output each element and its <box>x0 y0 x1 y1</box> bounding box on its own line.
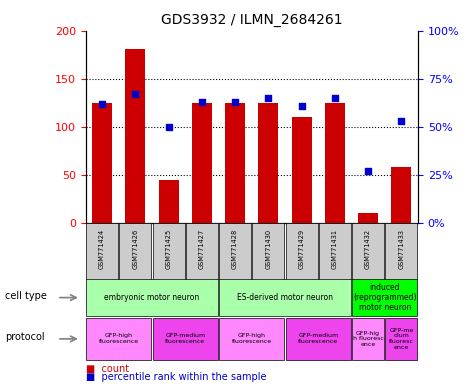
Point <box>132 91 139 97</box>
Point <box>231 99 239 105</box>
Text: GSM771432: GSM771432 <box>365 228 371 269</box>
Bar <box>86 279 218 316</box>
Bar <box>352 318 384 360</box>
Bar <box>219 318 285 360</box>
Bar <box>186 223 218 280</box>
Bar <box>385 318 418 360</box>
Text: GFP-high
fluorescence: GFP-high fluorescence <box>232 333 272 344</box>
Text: GFP-medium
fluorescence: GFP-medium fluorescence <box>165 333 205 344</box>
Text: GFP-hig
h fluoresc
ence: GFP-hig h fluoresc ence <box>352 331 383 347</box>
Text: GSM771428: GSM771428 <box>232 228 238 269</box>
Text: GFP-high
fluorescence: GFP-high fluorescence <box>99 333 139 344</box>
Text: induced
(reprogrammed)
motor neuron: induced (reprogrammed) motor neuron <box>353 283 417 313</box>
Text: ES-derived motor neuron: ES-derived motor neuron <box>237 293 333 302</box>
Text: GFP-medium
fluorescence: GFP-medium fluorescence <box>298 333 338 344</box>
Text: GSM771425: GSM771425 <box>166 228 171 269</box>
Bar <box>125 49 145 223</box>
Text: GSM771429: GSM771429 <box>299 228 304 269</box>
Text: GSM771426: GSM771426 <box>133 228 138 269</box>
Bar <box>119 223 152 280</box>
Text: GSM771424: GSM771424 <box>99 228 105 269</box>
Point <box>364 168 372 174</box>
Bar <box>352 223 384 280</box>
Point <box>98 101 106 107</box>
Bar <box>292 117 312 223</box>
Text: ■  percentile rank within the sample: ■ percentile rank within the sample <box>86 372 266 382</box>
Bar <box>285 318 351 360</box>
Bar <box>258 103 278 223</box>
Bar <box>285 223 318 280</box>
Bar <box>86 223 118 280</box>
Text: GSM771427: GSM771427 <box>199 228 205 269</box>
Bar <box>219 223 251 280</box>
Bar <box>192 103 212 223</box>
Bar <box>152 223 185 280</box>
Title: GDS3932 / ILMN_2684261: GDS3932 / ILMN_2684261 <box>161 13 342 27</box>
Bar <box>225 103 245 223</box>
Text: protocol: protocol <box>5 332 44 342</box>
Text: GSM771430: GSM771430 <box>266 228 271 269</box>
Bar <box>92 103 112 223</box>
Text: GSM771431: GSM771431 <box>332 228 338 269</box>
Point <box>198 99 206 105</box>
Point <box>331 95 339 101</box>
Bar <box>325 103 345 223</box>
Text: ■  count: ■ count <box>86 364 129 374</box>
Text: GFP-me
dium
fluoresc
ence: GFP-me dium fluoresc ence <box>389 328 414 350</box>
Bar <box>159 180 179 223</box>
Text: embryonic motor neuron: embryonic motor neuron <box>104 293 200 302</box>
Bar <box>152 318 218 360</box>
Point <box>165 124 172 130</box>
Point <box>265 95 272 101</box>
Bar <box>252 223 285 280</box>
Bar <box>219 279 351 316</box>
Bar <box>358 213 378 223</box>
Text: cell type: cell type <box>5 291 47 301</box>
Point <box>298 103 305 109</box>
Bar <box>86 318 152 360</box>
Bar <box>391 167 411 223</box>
Point <box>398 118 405 124</box>
Bar <box>352 279 418 316</box>
Bar <box>385 223 418 280</box>
Text: GSM771433: GSM771433 <box>399 228 404 269</box>
Bar <box>319 223 351 280</box>
